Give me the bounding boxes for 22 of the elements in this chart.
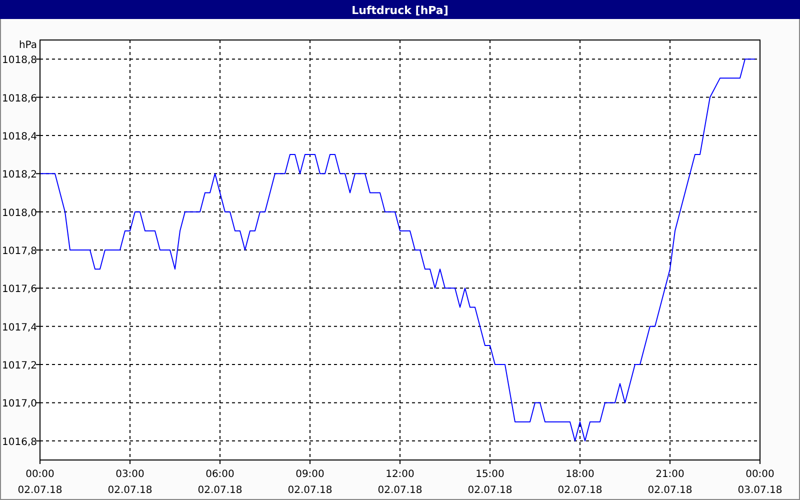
y-tick-label: 1018,8: [2, 55, 37, 66]
y-tick-label: 1017,0: [2, 398, 37, 410]
chart-title: Luftdruck [hPa]: [352, 4, 448, 17]
x-tick-label: 12:00 02.07.18: [378, 469, 422, 496]
y-tick-label: 1017,2: [2, 360, 37, 372]
x-tick-label: 18:00 02.07.18: [558, 469, 602, 496]
y-axis-title: hPa: [18, 40, 37, 51]
x-tick-label: 03:00 02.07.18: [108, 469, 152, 496]
y-tick-label: 1018,2: [2, 170, 37, 181]
x-tick-label: 21:00 02.07.18: [648, 469, 692, 496]
y-tick-label: 1016,8: [2, 436, 37, 448]
x-tick-label: 06:00 02.07.18: [198, 469, 242, 496]
y-tick-label: 1018,6: [2, 93, 37, 104]
x-tick-label: 09:00 02.07.18: [288, 469, 332, 496]
y-tick-label: 1017,6: [2, 284, 37, 296]
y-tick-label: 1017,4: [2, 322, 37, 334]
x-tick-label: 00:00 02.07.18: [18, 469, 62, 496]
y-tick-label: 1017,8: [2, 246, 37, 257]
x-tick-label: 15:00 02.07.18: [468, 469, 512, 496]
y-tick-label: 1018,4: [2, 131, 37, 142]
x-tick-label: 00:00 03.07.18: [738, 469, 782, 496]
y-tick-label: 1018,0: [2, 208, 37, 219]
